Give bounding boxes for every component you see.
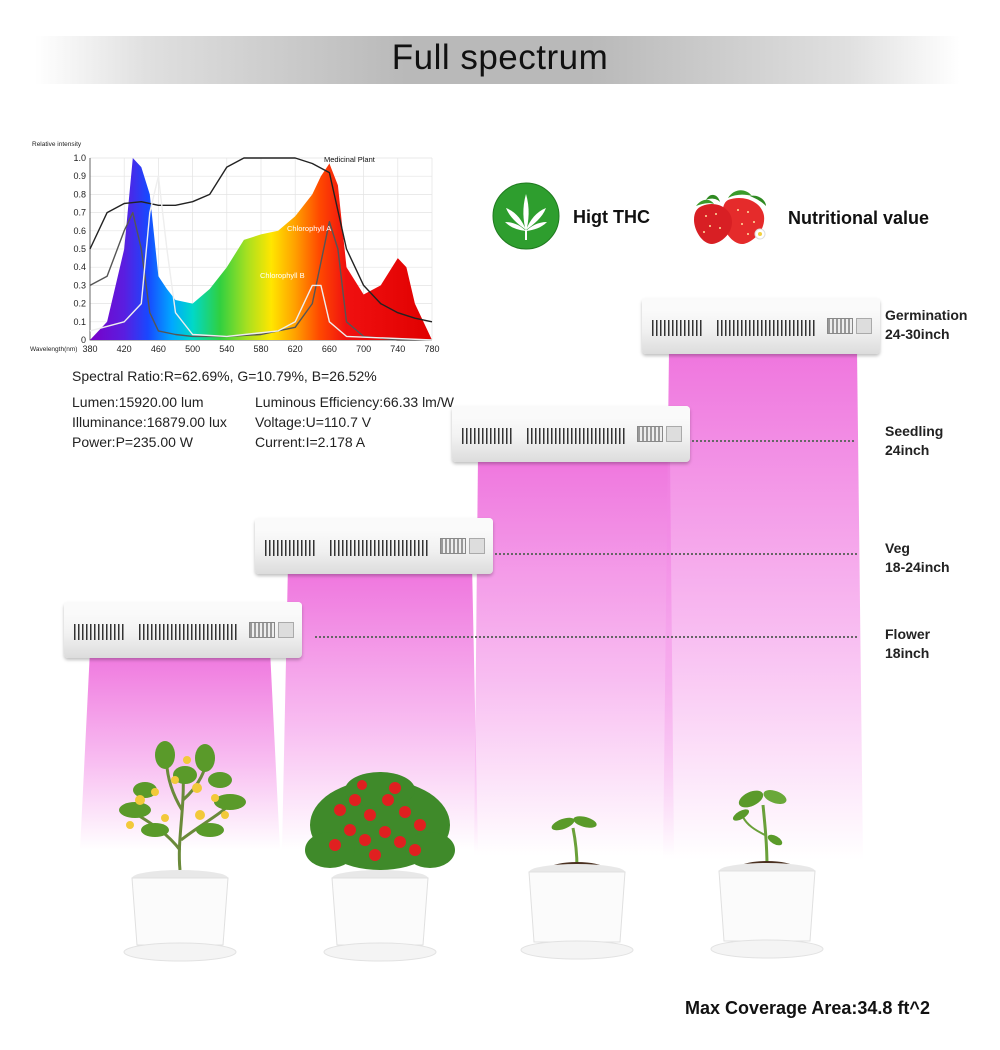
stage-veg-height: 18-24inch bbox=[885, 559, 950, 575]
illuminance-value: Illuminance:16879.00 lux bbox=[72, 414, 227, 430]
spectrum-chart: Relative intensity Wavelength(nm) 0 0.1 0.… bbox=[30, 141, 440, 354]
y-tick-label: 0.1 bbox=[73, 317, 86, 327]
stage-flower: Flower 18inch bbox=[885, 625, 930, 663]
page-title: Full spectrum bbox=[391, 38, 609, 77]
voltage-value: Voltage:U=110.7 V bbox=[255, 414, 372, 430]
x-tick-label: 420 bbox=[117, 344, 132, 354]
x-tick-label: 380 bbox=[82, 344, 97, 354]
flower-guide-line bbox=[315, 636, 857, 638]
stage-seedling-height: 24inch bbox=[885, 442, 930, 458]
annotation-chlorophyll-a: Chlorophyll A bbox=[287, 224, 331, 233]
y-tick-label: 0.4 bbox=[73, 262, 86, 272]
light-beam-seedling bbox=[474, 456, 674, 856]
seedling-sprout-image bbox=[520, 816, 634, 960]
x-tick-label: 460 bbox=[151, 344, 166, 354]
y-tick-label: 0.5 bbox=[73, 244, 86, 254]
grow-light-germination bbox=[642, 298, 880, 354]
nutrition-label: Nutritional value bbox=[788, 208, 930, 228]
y-tick-label: 0 bbox=[81, 335, 86, 345]
light-beam-flower bbox=[80, 650, 280, 850]
x-tick-label: 740 bbox=[390, 344, 405, 354]
series-lines bbox=[89, 157, 433, 341]
y-tick-label: 0.3 bbox=[73, 280, 86, 290]
x-tick-label: 580 bbox=[253, 344, 268, 354]
current-value: Current:I=2.178 A bbox=[255, 434, 366, 450]
stage-seedling-name: Seedling bbox=[885, 423, 944, 439]
stage-germination-height: 24-30inch bbox=[885, 326, 950, 342]
series-line-chlorophyll-b bbox=[89, 175, 433, 341]
stage-germination: Germination 24-30inch bbox=[885, 306, 967, 344]
stage-germination-name: Germination bbox=[885, 307, 968, 323]
stage-flower-height: 18inch bbox=[885, 645, 930, 661]
veg-guide-line bbox=[495, 553, 857, 555]
grow-light-seedling bbox=[452, 406, 690, 462]
coverage-area: Max Coverage Area:34.8 ft^2 bbox=[685, 998, 930, 1018]
thc-label: Higt THC bbox=[573, 207, 650, 227]
y-tick-label: 0.6 bbox=[73, 226, 86, 236]
stage-veg-name: Veg bbox=[885, 540, 910, 556]
x-tick-label: 660 bbox=[322, 344, 337, 354]
y-tick-label: 0.7 bbox=[73, 208, 86, 218]
x-tick-label: 540 bbox=[219, 344, 234, 354]
lumen-value: Lumen:15920.00 lum bbox=[72, 394, 204, 410]
stage-seedling: Seedling 24inch bbox=[885, 422, 943, 460]
y-tick-labels: 0 0.1 0.2 0.3 0.4 0.5 0.6 0.7 0.8 0.9 1.0 bbox=[73, 153, 86, 345]
tomato-plant-image bbox=[305, 772, 455, 962]
x-tick-label: 500 bbox=[185, 344, 200, 354]
x-axis-title: Wavelength(nm) bbox=[30, 346, 77, 353]
series-line-medicinal-plant bbox=[89, 157, 433, 323]
y-tick-label: 0.9 bbox=[73, 171, 86, 181]
efficiency-value: Luminous Efficiency:66.33 lm/W bbox=[255, 394, 454, 410]
y-tick-label: 1.0 bbox=[73, 153, 86, 163]
annotation-chlorophyll-b: Chlorophyll B bbox=[260, 271, 305, 280]
x-tick-label: 780 bbox=[424, 344, 439, 354]
spectrum-fill bbox=[90, 158, 432, 340]
spectral-ratio: Spectral Ratio:R=62.69%, G=10.79%, B=26.… bbox=[72, 368, 377, 384]
grow-light-veg bbox=[255, 518, 493, 574]
x-tick-labels: 380 420 460 500 540 580 620 660 700 740 780 bbox=[82, 344, 439, 354]
flowering-plant-image bbox=[119, 741, 246, 962]
y-tick-label: 0.2 bbox=[73, 299, 86, 309]
young-plant-image bbox=[710, 790, 824, 959]
y-axis-title: Relative intensity bbox=[32, 141, 82, 148]
y-tick-label: 0.8 bbox=[73, 189, 86, 199]
strawberry-icon bbox=[694, 190, 766, 244]
title-banner bbox=[35, 36, 960, 84]
x-tick-label: 620 bbox=[288, 344, 303, 354]
stage-flower-name: Flower bbox=[885, 626, 931, 642]
light-beam-germination bbox=[663, 350, 863, 860]
annotation-medicinal-plant: Medicinal Plant bbox=[324, 155, 376, 164]
seedling-guide-line bbox=[692, 440, 854, 442]
cannabis-leaf-icon bbox=[492, 182, 560, 250]
grow-light-flower bbox=[64, 602, 302, 658]
stage-veg: Veg 18-24inch bbox=[885, 539, 950, 577]
power-value: Power:P=235.00 W bbox=[72, 434, 194, 450]
x-tick-label: 700 bbox=[356, 344, 371, 354]
